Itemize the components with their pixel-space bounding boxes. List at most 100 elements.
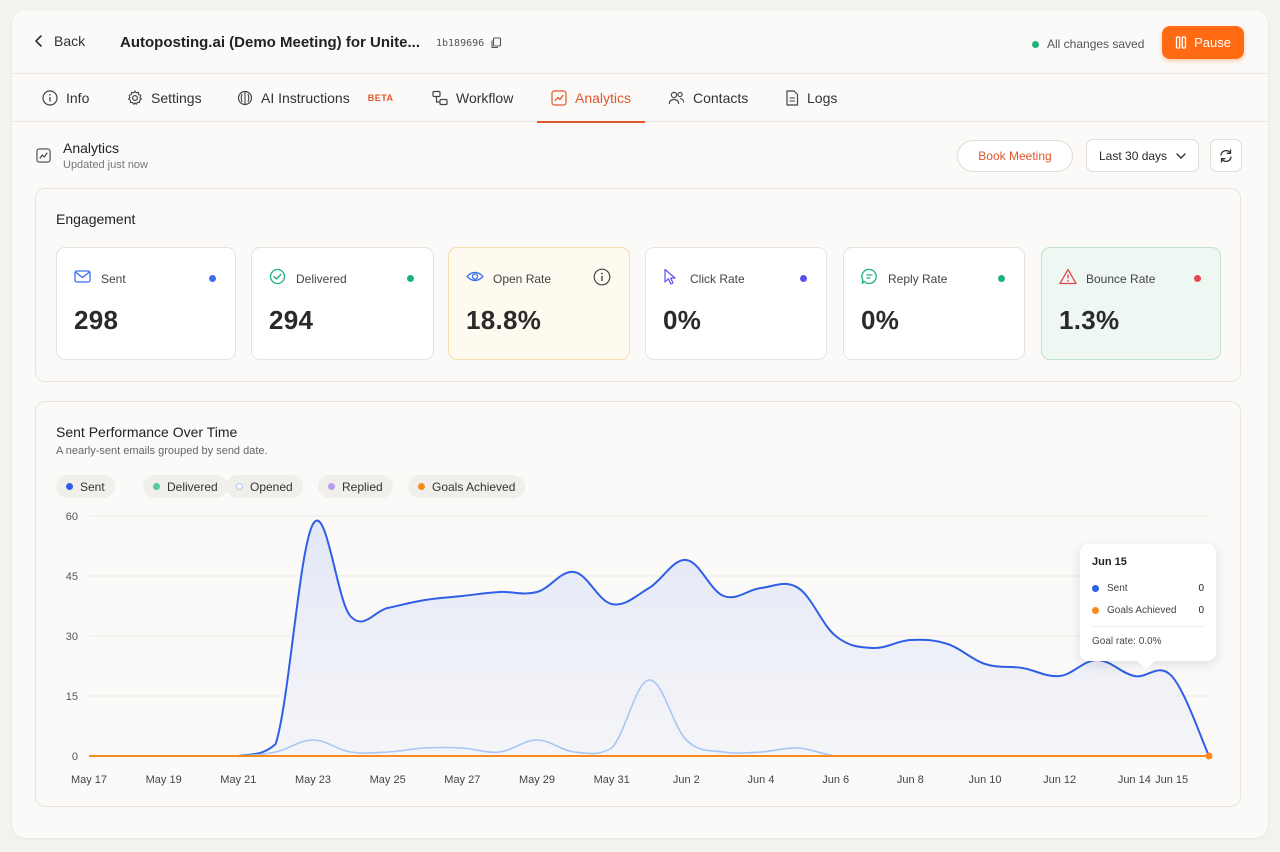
metric-card-click-rate[interactable]: Click Rate 0% [645, 247, 827, 360]
info-icon [42, 90, 58, 106]
performance-subtitle: A nearly-sent emails grouped by send dat… [56, 445, 268, 457]
engagement-panel: Engagement Sent 298 Delivered 294 Open R… [35, 188, 1241, 382]
check-circle-icon [269, 268, 286, 285]
warning-icon [1059, 268, 1077, 285]
metric-value: 18.8% [466, 305, 542, 335]
status-dot [800, 275, 807, 282]
tab-label: Analytics [575, 90, 632, 106]
metric-card-sent[interactable]: Sent 298 [56, 247, 236, 360]
brain-icon [237, 90, 253, 106]
analytics-header: Analytics Updated just now Book Meeting … [12, 123, 1268, 193]
metric-card-open-rate[interactable]: Open Rate 18.8% [448, 247, 630, 360]
legend-label: Replied [342, 479, 383, 494]
legend-toggle-opened[interactable]: Opened [226, 475, 303, 498]
legend-dot [328, 483, 335, 490]
tab-label: Logs [807, 90, 838, 106]
saved-dot [1032, 40, 1039, 48]
metric-card-delivered[interactable]: Delivered 294 [251, 247, 434, 360]
document-icon [786, 90, 799, 106]
metric-label: Bounce Rate [1086, 272, 1156, 286]
status-dot [209, 275, 216, 282]
tab-bar: Info Settings AI Instructions BETA Workf… [12, 74, 1268, 123]
tab-logs[interactable]: Logs [785, 74, 837, 122]
save-status: All changes saved [1032, 37, 1144, 51]
page-title: Autoposting.ai (Demo Meeting) for Unite.… [120, 34, 420, 51]
tab-label: Contacts [693, 90, 749, 106]
tab-label: AI Instructions [261, 90, 350, 106]
tooltip-label: Sent [1107, 583, 1128, 594]
metric-value: 0% [861, 305, 900, 335]
legend-label: Delivered [167, 479, 218, 494]
tab-ai-instructions[interactable]: AI Instructions BETA [237, 74, 394, 122]
analytics-title: Analytics [63, 140, 120, 156]
tab-label: Info [66, 90, 90, 106]
tooltip-divider [1092, 626, 1204, 627]
tooltip-row-goals: Goals Achieved 0 [1092, 605, 1204, 616]
metric-label: Open Rate [493, 272, 552, 286]
legend-dot [66, 483, 73, 490]
top-bar: Back Autoposting.ai (Demo Meeting) for U… [12, 10, 1268, 74]
legend-toggle-replied[interactable]: Replied [318, 475, 393, 498]
tab-workflow[interactable]: Workflow [432, 74, 513, 122]
tooltip-date: Jun 15 [1092, 556, 1127, 568]
metric-label: Reply Rate [888, 272, 948, 286]
cursor-icon [664, 268, 676, 285]
users-icon [668, 91, 685, 105]
tooltip-dot [1092, 585, 1099, 592]
chevron-left-icon [35, 35, 42, 47]
tab-info[interactable]: Info [42, 74, 89, 122]
status-dot [998, 275, 1005, 282]
tooltip-goal-rate: Goal rate: 0.0% [1092, 636, 1162, 647]
refresh-icon [1220, 148, 1232, 163]
performance-panel: Sent Performance Over Time A nearly-sent… [35, 401, 1241, 807]
gear-icon [127, 90, 143, 105]
metric-card-bounce-rate[interactable]: Bounce Rate 1.3% [1041, 247, 1221, 360]
active-tab-indicator [537, 121, 646, 123]
pause-icon [1175, 36, 1187, 49]
legend-label: Goals Achieved [432, 479, 516, 494]
back-button[interactable]: Back [34, 33, 85, 49]
tab-analytics[interactable]: Analytics [537, 74, 646, 123]
metric-value: 1.3% [1059, 305, 1120, 335]
date-range-select[interactable]: Last 30 days [1086, 139, 1199, 172]
chat-icon [861, 268, 877, 285]
tab-contacts[interactable]: Contacts [668, 74, 748, 122]
metric-value: 298 [74, 305, 119, 335]
engagement-title: Engagement [56, 211, 136, 227]
tooltip-row-sent: Sent 0 [1092, 583, 1204, 594]
pause-button[interactable]: Pause [1162, 26, 1244, 59]
legend-toggle-goals[interactable]: Goals Achieved [408, 475, 526, 498]
metric-label: Sent [101, 272, 126, 286]
chevron-down-icon [1176, 152, 1186, 159]
legend-dot [236, 483, 243, 490]
legend-label: Sent [80, 479, 105, 494]
book-meeting-button[interactable]: Book Meeting [957, 140, 1073, 172]
metric-label: Delivered [296, 272, 347, 286]
legend-label: Opened [250, 479, 293, 494]
refresh-button[interactable] [1210, 139, 1242, 172]
tooltip-label: Goals Achieved [1107, 605, 1177, 616]
chart-icon [36, 148, 51, 163]
metric-label: Click Rate [690, 272, 745, 286]
tab-label: Workflow [456, 90, 514, 106]
app-window: Back Autoposting.ai (Demo Meeting) for U… [12, 10, 1268, 838]
tooltip-value: 0 [1198, 583, 1204, 594]
copy-icon[interactable] [490, 37, 502, 49]
info-icon[interactable] [593, 268, 611, 286]
legend-dot [418, 483, 425, 490]
metric-value: 294 [269, 305, 314, 335]
tab-label: Settings [151, 90, 202, 106]
save-status-text: All changes saved [1047, 37, 1145, 51]
campaign-id: 1b189696 [436, 37, 502, 49]
status-dot [1194, 275, 1201, 282]
legend-dot [153, 483, 160, 490]
campaign-id-text: 1b189696 [436, 37, 485, 49]
tooltip-value: 0 [1198, 605, 1204, 616]
mail-icon [74, 270, 91, 283]
pause-label: Pause [1194, 35, 1231, 50]
chart-tooltip: Jun 15 Sent 0 Goals Achieved 0 Goal rate… [1080, 544, 1216, 670]
legend-toggle-delivered[interactable]: Delivered [143, 475, 228, 498]
metric-card-reply-rate[interactable]: Reply Rate 0% [843, 247, 1025, 360]
legend-toggle-sent[interactable]: Sent [56, 475, 115, 498]
tab-settings[interactable]: Settings [127, 74, 202, 122]
